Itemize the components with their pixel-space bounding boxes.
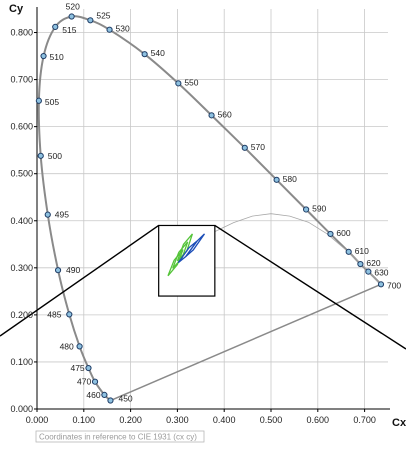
tick-labels: 0.000 0.100 0.200 0.300 0.400 0.500 0.600 0.700… xyxy=(10,28,375,425)
wavelength-label: 515 xyxy=(62,25,76,35)
y-tick-label: 0.100 xyxy=(10,357,33,367)
wavelength-marker xyxy=(377,281,385,288)
wavelength-marker xyxy=(52,23,59,30)
inset-zoom-box xyxy=(158,224,216,297)
y-tick-label: 0.200 xyxy=(10,310,33,320)
wavelength-marker xyxy=(365,268,372,275)
x-axis-title: Cx xyxy=(392,417,406,429)
x-tick-label: 0.300 xyxy=(166,415,189,425)
footnote: Coordinates in reference to CIE 1931 (cx… xyxy=(39,433,197,442)
wavelength-marker xyxy=(76,343,83,350)
wavelength-label: 475 xyxy=(70,363,84,373)
wavelength-label: 620 xyxy=(366,258,380,268)
wavelength-marker xyxy=(273,176,280,183)
wavelength-label: 470 xyxy=(77,377,91,387)
wavelength-marker xyxy=(357,260,364,268)
wavelength-label: 630 xyxy=(374,268,388,278)
wavelength-label: 540 xyxy=(151,48,165,58)
wavelength-marker xyxy=(327,230,334,238)
wavelength-marker xyxy=(35,97,42,104)
wavelength-label: 520 xyxy=(66,2,80,12)
grid xyxy=(37,9,388,409)
wavelength-marker xyxy=(40,52,47,60)
x-tick-label: 0.100 xyxy=(73,415,96,425)
wavelength-marker xyxy=(37,152,44,159)
wavelength-label: 460 xyxy=(86,390,100,400)
wavelength-labels: 450 460 470 475 480 485 490 495 500 505 510 515 520 5… xyxy=(45,2,402,404)
y-tick-label: 0.600 xyxy=(10,122,33,132)
wavelength-marker xyxy=(241,144,248,151)
wavelength-label: 500 xyxy=(48,151,62,161)
y-tick-label: 0.300 xyxy=(10,263,33,273)
inset-layer xyxy=(158,224,216,297)
wavelength-label: 600 xyxy=(336,228,350,238)
y-tick-label: 0.000 xyxy=(10,404,33,414)
wavelength-marker xyxy=(44,211,51,218)
wavelength-marker xyxy=(175,80,182,87)
footnote-box xyxy=(35,430,205,443)
planckian-locus-curve xyxy=(214,213,379,283)
axes xyxy=(34,7,390,412)
zoom-lines-layer xyxy=(0,213,406,350)
zoom-line-left xyxy=(0,224,160,337)
x-tick-label: 0.400 xyxy=(213,415,236,425)
wavelength-label: 590 xyxy=(312,203,326,213)
green-bin-quad xyxy=(167,249,184,277)
wavelength-marker xyxy=(107,397,114,404)
y-tick-label: 0.500 xyxy=(10,169,33,179)
y-tick-label: 0.700 xyxy=(10,75,33,85)
x-tick-label: 0.200 xyxy=(119,415,142,425)
wavelength-marker xyxy=(101,391,108,398)
wavelength-label: 490 xyxy=(66,265,80,275)
wavelength-label: 610 xyxy=(355,246,369,256)
wavelength-label: 510 xyxy=(50,52,64,62)
wavelength-marker xyxy=(345,248,352,255)
x-tick-label: 0.500 xyxy=(260,415,283,425)
y-axis-title: Cy xyxy=(9,3,24,15)
wavelength-marker xyxy=(106,26,113,33)
wavelength-label: 525 xyxy=(96,10,110,20)
wavelength-marker xyxy=(68,13,75,20)
line-of-purples xyxy=(110,283,382,402)
spectral-locus-curve xyxy=(37,15,382,402)
spectral-locus-layer xyxy=(37,15,382,402)
wavelength-marker xyxy=(85,364,92,372)
blue-bin-quad xyxy=(185,233,206,257)
wavelength-label: 505 xyxy=(45,97,59,107)
wavelength-marker xyxy=(303,206,310,213)
wavelength-marker xyxy=(208,112,215,119)
wavelength-marker xyxy=(54,267,62,274)
wavelength-label: 495 xyxy=(55,210,69,220)
wavelength-label: 550 xyxy=(184,77,198,87)
wavelength-marker xyxy=(66,311,73,318)
wavelength-label: 570 xyxy=(251,142,265,152)
line-of-purples-layer xyxy=(110,283,382,402)
wavelength-marker xyxy=(87,17,94,24)
wavelength-label: 530 xyxy=(116,24,130,34)
wavelength-label: 480 xyxy=(60,341,74,351)
wavelength-label: 700 xyxy=(387,280,401,290)
x-tick-label: 0.000 xyxy=(26,415,49,425)
wavelength-marker xyxy=(141,51,148,58)
wavelength-label: 580 xyxy=(283,174,297,184)
wavelength-label: 450 xyxy=(118,394,132,404)
y-tick-label: 0.800 xyxy=(10,28,33,38)
wavelength-label: 560 xyxy=(218,109,232,119)
wavelength-marker xyxy=(91,378,99,385)
y-tick-label: 0.400 xyxy=(10,216,33,226)
x-tick-label: 0.700 xyxy=(353,415,376,425)
wavelength-label: 485 xyxy=(47,309,61,319)
zoom-line-right xyxy=(214,224,406,350)
wavelength-markers xyxy=(35,13,385,404)
x-tick-label: 0.600 xyxy=(307,415,330,425)
